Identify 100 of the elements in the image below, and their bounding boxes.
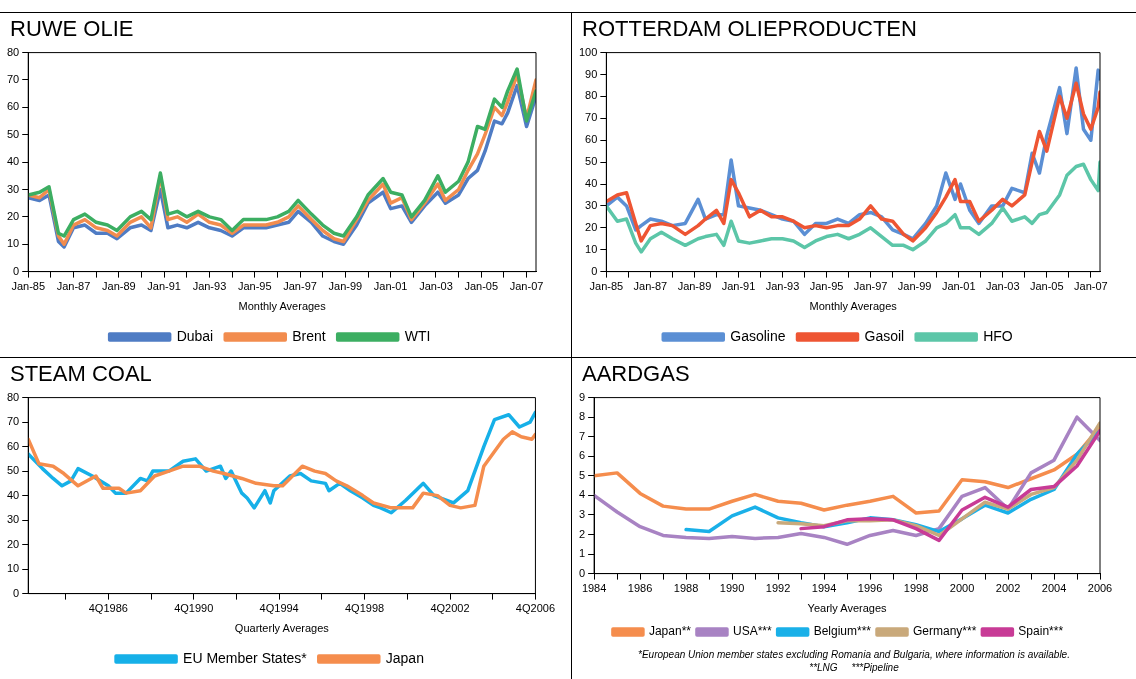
chart-title: ROTTERDAM OLIEPRODUCTEN	[581, 15, 918, 43]
x-tick-label: 2004	[1041, 582, 1067, 595]
x-tick-label: Jan-99	[328, 280, 363, 293]
x-tick-label: 1992	[765, 582, 791, 595]
x-tick-label: Jan-85	[589, 280, 624, 293]
x-tick-label: 1984	[581, 582, 607, 595]
y-tick-label: 50	[585, 155, 598, 168]
x-tick-label: Jan-95	[809, 280, 844, 293]
x-axis-title: Monthly Averages	[809, 300, 898, 313]
y-tick-label: 10	[6, 237, 20, 250]
y-tick-label: 2	[578, 527, 586, 540]
legend-label: Japan	[385, 649, 424, 666]
x-tick-label: Jan-87	[56, 280, 91, 293]
x-tick-label: Jan-91	[147, 280, 181, 293]
legend-label: Belgium***	[813, 624, 872, 639]
y-tick-label: 80	[6, 45, 20, 58]
legend-label: USA***	[732, 624, 772, 639]
x-tick-label: Jan-03	[985, 280, 1020, 293]
legend-label: Spain***	[1018, 624, 1064, 639]
x-tick-label: 4Q2002	[430, 602, 470, 615]
y-tick-label: 70	[6, 73, 20, 86]
x-tick-label: Jan-93	[765, 280, 800, 293]
y-tick-label: 60	[6, 100, 20, 113]
x-tick-label: Jan-93	[192, 280, 227, 293]
x-tick-label: 1994	[811, 582, 837, 595]
y-tick-label: 50	[6, 127, 20, 140]
y-tick-label: 3	[578, 507, 586, 520]
y-tick-label: 30	[585, 198, 598, 211]
x-tick-label: Jan-01	[941, 280, 976, 293]
x-tick-label: 1990	[719, 582, 745, 595]
x-tick-label: 4Q1998	[345, 602, 385, 615]
y-tick-label: 30	[6, 513, 20, 526]
x-axis-title: Quarterly Averages	[234, 622, 330, 635]
text: **LNG ***Pipeline	[808, 661, 900, 674]
x-tick-label: Jan-03	[419, 280, 453, 293]
x-tick-label: 1996	[857, 582, 883, 595]
x-tick-label: Jan-87	[633, 280, 668, 293]
x-tick-label: Jan-91	[721, 280, 756, 293]
y-tick-label: 80	[6, 390, 20, 403]
y-tick-label: 9	[578, 390, 586, 403]
chart-title: AARDGAS	[581, 360, 691, 388]
y-tick-label: 0	[578, 566, 586, 579]
y-tick-label: 20	[6, 537, 20, 550]
x-tick-label: Jan-05	[1029, 280, 1064, 293]
x-tick-label: 4Q1994	[259, 602, 299, 615]
y-tick-label: 70	[6, 415, 20, 428]
y-tick-label: 10	[6, 562, 20, 575]
legend-label: Brent	[292, 327, 326, 344]
y-tick-label: 30	[6, 182, 20, 195]
y-tick-label: 7	[578, 429, 586, 442]
y-tick-label: 90	[585, 67, 598, 80]
legend-label: Japan**	[648, 624, 692, 639]
legend-label: WTI	[404, 327, 431, 344]
y-tick-label: 20	[6, 209, 20, 222]
x-tick-label: Jan-85	[11, 280, 46, 293]
legend-label: Gasoil	[864, 327, 905, 344]
y-tick-label: 70	[585, 111, 598, 124]
x-tick-label: Jan-89	[102, 280, 136, 293]
y-tick-label: 60	[585, 133, 598, 146]
y-tick-label: 8	[578, 410, 586, 423]
y-tick-label: 4	[578, 488, 586, 501]
x-tick-label: Jan-07	[509, 280, 544, 293]
legend-label: Dubai	[176, 327, 214, 344]
y-tick-label: 0	[13, 264, 20, 277]
x-tick-label: Jan-95	[237, 280, 272, 293]
x-tick-label: Jan-99	[897, 280, 932, 293]
chart-title: STEAM COAL	[9, 360, 153, 388]
x-tick-label: 1988	[673, 582, 699, 595]
x-tick-label: 2002	[995, 582, 1021, 595]
y-tick-label: 0	[13, 586, 20, 599]
x-tick-label: 4Q1986	[88, 602, 128, 615]
x-tick-label: Jan-01	[373, 280, 408, 293]
legend-label: Germany***	[913, 624, 977, 639]
legend-label: Gasoline	[730, 327, 786, 344]
y-tick-label: 1	[578, 547, 586, 560]
y-tick-label: 0	[591, 264, 598, 277]
x-tick-label: 4Q2006	[515, 602, 556, 615]
y-tick-label: 10	[585, 242, 598, 255]
x-tick-label: Jan-89	[677, 280, 712, 293]
y-tick-label: 6	[578, 449, 586, 462]
y-tick-label: 80	[585, 89, 598, 102]
x-tick-label: Jan-97	[853, 280, 888, 293]
x-axis-title: Yearly Averages	[807, 602, 887, 615]
legend-label: EU Member States*	[183, 649, 308, 666]
y-tick-label: 20	[585, 220, 598, 233]
y-tick-label: 60	[6, 439, 20, 452]
x-tick-label: 1986	[627, 582, 653, 595]
x-tick-label: 2000	[949, 582, 975, 595]
x-tick-label: Jan-97	[283, 280, 317, 293]
y-tick-label: 100	[578, 45, 598, 58]
text: *European Union member states excluding Romania and Bulgaria, where information is available.	[637, 648, 1071, 661]
legend-label: HFO	[983, 327, 1013, 344]
y-tick-label: 5	[578, 468, 586, 481]
x-tick-label: 2006	[1087, 582, 1113, 595]
x-tick-label: 1998	[903, 582, 929, 595]
x-tick-label: Jan-05	[464, 280, 499, 293]
y-tick-label: 50	[6, 464, 20, 477]
chart-title: RUWE OLIE	[9, 15, 135, 43]
y-tick-label: 40	[585, 177, 598, 190]
x-axis-title: Monthly Averages	[238, 300, 327, 313]
